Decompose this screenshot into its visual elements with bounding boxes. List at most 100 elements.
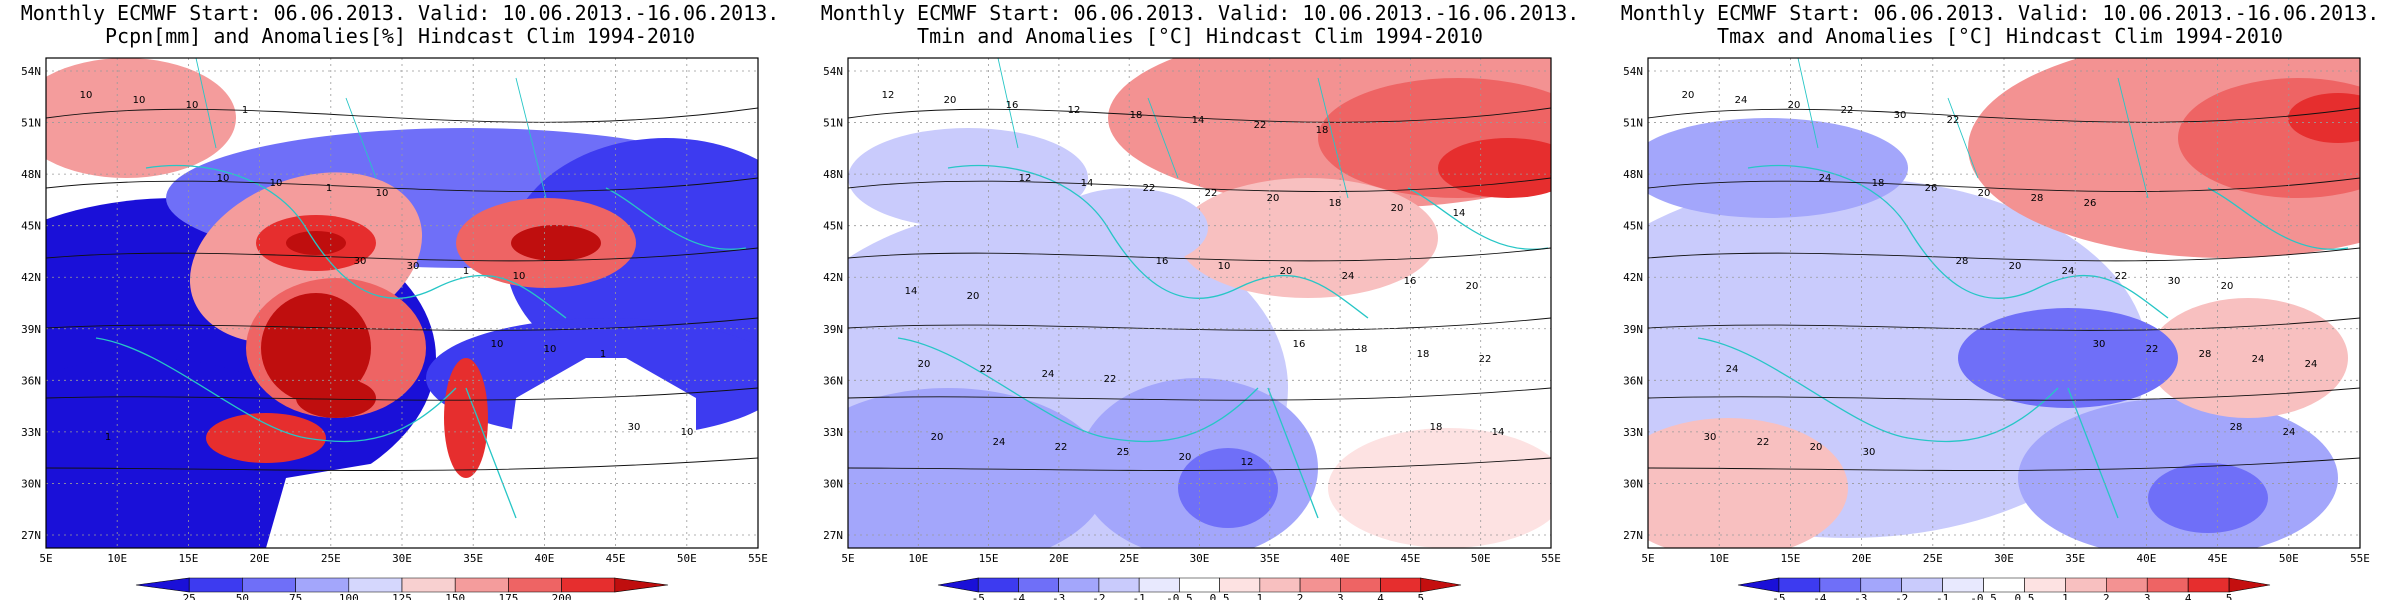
lat-label: 30N: [21, 477, 41, 490]
colorbar-segment: [1219, 577, 1261, 593]
contour-label: 22: [1757, 437, 1770, 448]
borders: [997, 58, 1349, 199]
lon-label: 50E: [1471, 552, 1491, 565]
anomaly-area: [1648, 118, 1908, 218]
contour-label: 14: [905, 286, 918, 297]
colorbar-label: 150: [445, 592, 465, 600]
contour-label: 20: [931, 432, 944, 443]
lat-label: 54N: [1623, 65, 1643, 78]
title-line-1: Monthly ECMWF Start: 06.06.2013. Valid: …: [820, 1, 1580, 25]
contour-label: 30: [2093, 339, 2106, 350]
contour-line: [1648, 107, 2360, 123]
colorbar-segment: [2065, 577, 2107, 593]
lon-label: 35E: [2065, 552, 2085, 565]
lat-label: 51N: [823, 117, 843, 130]
contour-label: 22: [1104, 374, 1117, 385]
contour-label: 20: [1466, 281, 1479, 292]
contour-line: [46, 107, 758, 123]
colorbar-segment: [454, 577, 509, 593]
map-frame: [1647, 57, 2361, 549]
anomaly-area: [1048, 188, 1208, 268]
anomaly-field: 10 10 30 10 30 10 10 30 10 10 10 1 1 1 1 1 10 10: [46, 58, 758, 548]
colorbar-label: 5: [1417, 592, 1424, 600]
colorbar-label: 3: [1337, 592, 1344, 600]
contour-label: 10: [491, 339, 504, 350]
contour-label: 22: [1205, 188, 1218, 199]
lon-label: 15E: [1780, 552, 1800, 565]
contour-label: 26: [1925, 183, 1938, 194]
contour-label: 18: [1430, 422, 1443, 433]
contour-line: [46, 387, 758, 401]
lon-label: 5E: [39, 552, 52, 565]
contour-label: 28: [1956, 256, 1969, 267]
colorbar-segment: [561, 577, 616, 593]
contour-label: 20: [1682, 90, 1695, 101]
colorbar-label: 0.5: [2015, 592, 2035, 600]
contour-label: 24: [1735, 95, 1748, 106]
colorbar-segment: [1942, 577, 1984, 593]
contour-line: [848, 457, 1551, 471]
lon-label: 55E: [748, 552, 768, 565]
colorbar-label: 50: [236, 592, 249, 600]
lat-label: 48N: [1623, 168, 1643, 181]
lon-label: 25E: [1923, 552, 1943, 565]
colorbar-segment: [2146, 577, 2189, 593]
masked-region: [266, 463, 466, 548]
lon-label: 10E: [1709, 552, 1729, 565]
anomaly-area: [1328, 428, 1551, 548]
contour-label: 20: [1179, 452, 1192, 463]
colorbar-segment: [2024, 577, 2066, 593]
lon-label: 5E: [841, 552, 854, 565]
colorbar-label: 3: [2144, 592, 2151, 600]
colorbar-segment: [977, 577, 1019, 593]
contour-label: 14: [1492, 427, 1505, 438]
lat-label: 36N: [823, 374, 843, 387]
lat-label: 45N: [21, 220, 41, 233]
contour-label: 10: [80, 90, 93, 101]
colorbar-segment: [614, 577, 669, 593]
contour-label: 1: [600, 349, 606, 360]
contour-label: 18: [1355, 344, 1368, 355]
contour-label: 25: [1117, 447, 1130, 458]
colorbar-segment: [1340, 577, 1381, 593]
contour-label: 18: [1872, 178, 1885, 189]
colorbar-segment: [242, 577, 296, 593]
lat-label: 36N: [21, 374, 41, 387]
contour-label: 10: [544, 344, 557, 355]
anomaly-area: [206, 413, 326, 463]
lat-label: 33N: [823, 426, 843, 439]
colorbar-label: -0.5: [1970, 592, 1997, 600]
colorbar-label: -5: [972, 592, 985, 600]
lon-label: 35E: [463, 552, 483, 565]
lon-label: 15E: [979, 552, 999, 565]
contour-label: 1: [242, 105, 248, 116]
anomaly-area: [2148, 463, 2268, 533]
panel-title: Monthly ECMWF Start: 06.06.2013. Valid: …: [800, 2, 1600, 48]
lon-label: 40E: [2136, 552, 2156, 565]
contour-label: 12: [882, 90, 895, 101]
contour-line: [1648, 457, 2360, 471]
colorbar-segment: [1259, 577, 1301, 593]
lat-label: 51N: [1623, 117, 1643, 130]
colorbar-label: 2: [2103, 592, 2110, 600]
colorbar-label: -0.5: [1166, 592, 1193, 600]
colorbar-label: 4: [2185, 592, 2192, 600]
contour-label: 18: [1130, 110, 1143, 121]
map-frame: [45, 57, 759, 549]
anomaly-area: [296, 378, 376, 418]
lon-label: 55E: [2350, 552, 2370, 565]
colorbar-segment: [295, 577, 350, 593]
colorbar-label: 1: [2062, 592, 2069, 600]
colorbar-label: -2: [1895, 592, 1908, 600]
lat-label: 54N: [21, 65, 41, 78]
contour-label: 30: [1704, 432, 1717, 443]
lat-label: 33N: [21, 426, 41, 439]
lat-label: 42N: [21, 271, 41, 284]
panel-title: Monthly ECMWF Start: 06.06.2013. Valid: …: [0, 2, 800, 48]
contour-label: 28: [2199, 349, 2212, 360]
lon-label: 35E: [1260, 552, 1280, 565]
contour-line: [46, 247, 758, 262]
contour-label: 20: [1391, 203, 1404, 214]
lat-label: 48N: [823, 168, 843, 181]
lon-label: 45E: [2208, 552, 2228, 565]
